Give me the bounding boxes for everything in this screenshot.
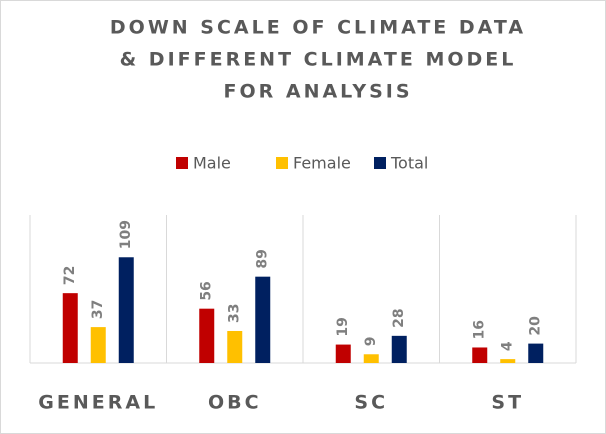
bar [199, 308, 215, 363]
bar [528, 343, 544, 363]
value-label: 9 [363, 337, 379, 347]
legend-label: Total [390, 154, 428, 173]
bar [255, 276, 271, 363]
value-label: 28 [391, 308, 407, 327]
value-label: 16 [472, 320, 488, 339]
bar [472, 347, 488, 363]
value-label: 19 [335, 317, 351, 336]
bar [118, 257, 134, 363]
bar [227, 330, 243, 363]
value-label: 72 [62, 266, 78, 285]
bar [363, 354, 379, 363]
legend-label: Male [193, 154, 231, 173]
legend-label: Female [293, 154, 351, 173]
bar [90, 327, 106, 363]
bar [500, 359, 516, 363]
x-tick-label: GENERAL [38, 392, 158, 414]
chart-title: DOWN SCALE OF CLIMATE DATA [110, 17, 526, 39]
value-label: 109 [118, 220, 134, 249]
legend-swatch [374, 157, 386, 169]
bar [335, 344, 351, 363]
bar [62, 293, 78, 363]
value-label: 56 [199, 281, 215, 300]
x-tick-label: OBC [208, 392, 262, 414]
x-tick-label: ST [491, 392, 524, 414]
legend-swatch [276, 157, 288, 169]
value-label: 37 [90, 300, 106, 319]
value-label: 4 [500, 341, 516, 351]
value-label: 20 [528, 316, 544, 336]
legend-swatch [176, 157, 188, 169]
value-label: 33 [227, 304, 243, 323]
bar [391, 335, 407, 363]
chart-title: FOR ANALYSIS [223, 81, 412, 103]
value-label: 89 [255, 249, 271, 268]
chart-title: & DIFFERENT CLIMATE MODEL [120, 49, 517, 71]
x-tick-label: SC [354, 392, 388, 414]
